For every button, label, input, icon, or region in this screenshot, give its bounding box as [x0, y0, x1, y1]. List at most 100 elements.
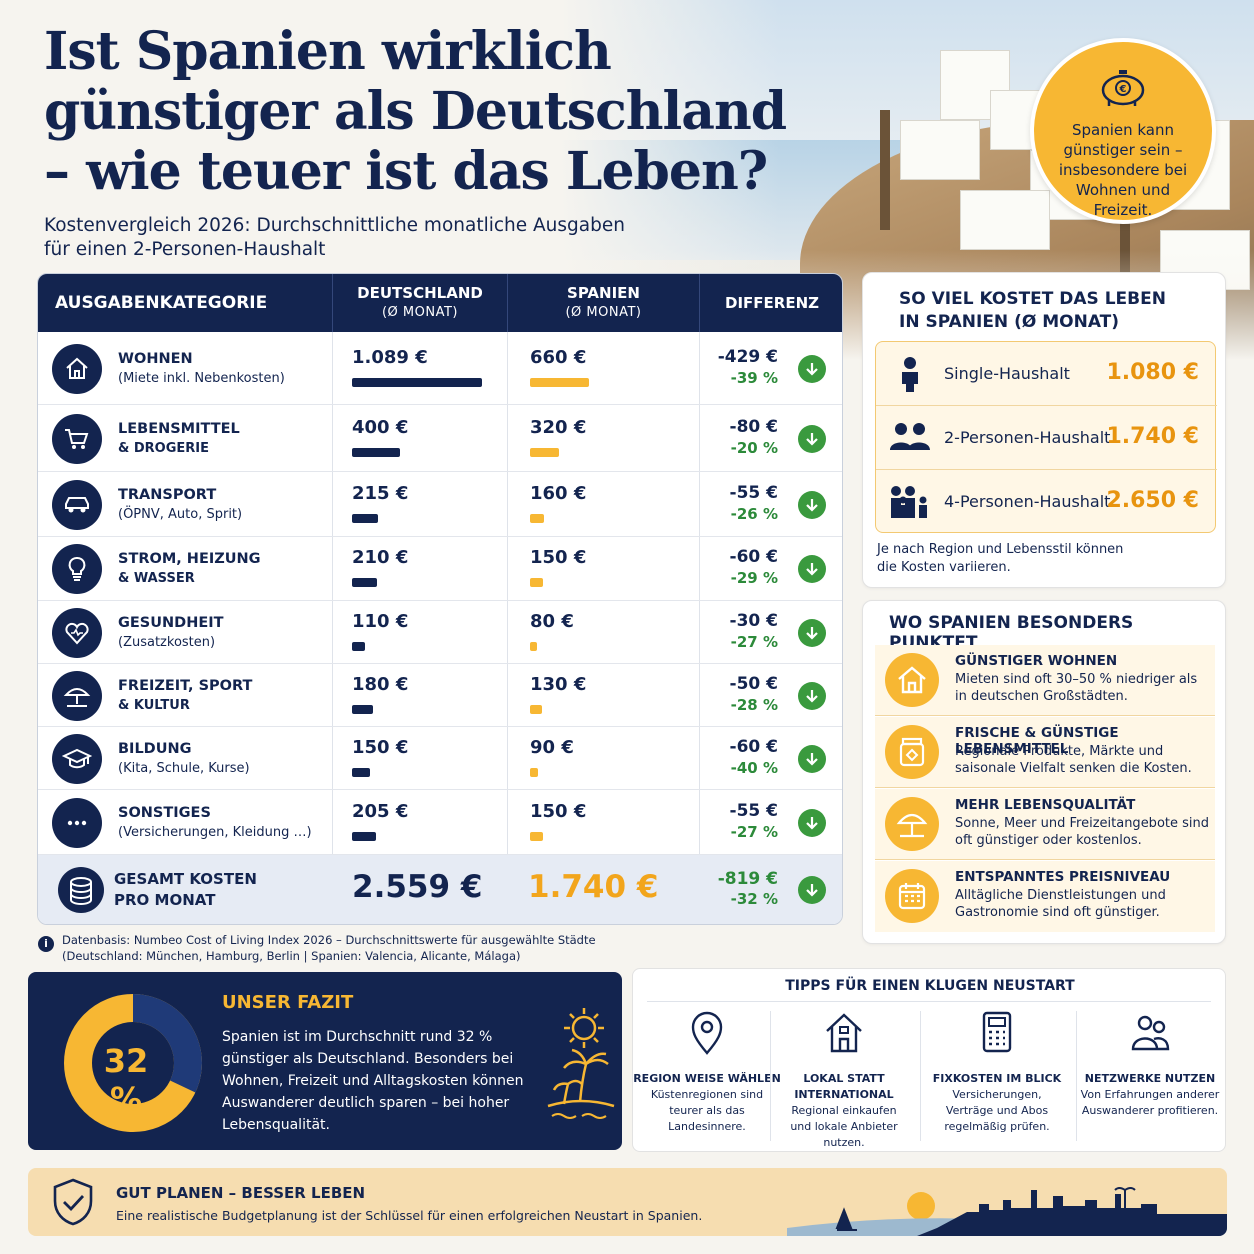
- down-arrow-icon: [798, 354, 826, 383]
- diff-percent: -29 %: [730, 569, 778, 587]
- beach-umbrella-icon: [885, 797, 939, 851]
- diff-amount: -30 €: [729, 610, 778, 631]
- donut-savings-segment: [64, 994, 202, 1132]
- spain-value: 150 €: [530, 547, 587, 568]
- spain-bar: [530, 831, 543, 841]
- diff-amount: -80 €: [729, 416, 778, 437]
- jar-icon: [885, 725, 939, 779]
- germany-value: 180 €: [352, 673, 409, 695]
- diff-percent: -26 %: [730, 504, 778, 523]
- spain-bar: [530, 578, 543, 587]
- diff-amount: -50 €: [729, 673, 778, 694]
- spain-value: 90 €: [530, 736, 574, 758]
- diff-amount: -55 €: [729, 482, 778, 503]
- diff-percent: -27 %: [730, 822, 778, 841]
- more-dots-icon: [52, 797, 102, 848]
- down-arrow-icon: [798, 424, 826, 453]
- spain-value: 150 €: [530, 800, 587, 822]
- germany-value: 400 €: [352, 416, 409, 438]
- down-arrow-icon: [798, 744, 826, 773]
- category-name: TRANSPORT (ÖPNV, Auto, Sprit): [118, 486, 243, 522]
- diff-amount: -55 €: [729, 800, 778, 821]
- advantage-item: ENTSPANNTES PREISNIVEAU Alltägliche Dien…: [875, 861, 1215, 932]
- info-icon: i: [38, 936, 54, 952]
- down-arrow-icon: [798, 618, 826, 647]
- donut-percent-label: 32 %: [103, 1042, 149, 1118]
- two-persons-icon: [890, 423, 930, 450]
- germany-value: 205 €: [352, 800, 409, 822]
- shield-check-icon: [53, 1178, 93, 1226]
- beach-umbrella-icon: [52, 670, 102, 721]
- diff-amount: -60 €: [729, 736, 778, 757]
- down-arrow-icon: [798, 555, 826, 583]
- germany-bar: [352, 641, 365, 651]
- conclusion-title: UNSER FAZIT: [222, 992, 354, 1013]
- network-people-icon: [1131, 1015, 1170, 1051]
- family-icon: [891, 486, 927, 518]
- category-name: SONSTIGES (Versicherungen, Kleidung …): [118, 804, 312, 840]
- header-spain: SPANIEN (Ø MONAT): [507, 274, 699, 332]
- spain-value: 130 €: [530, 673, 587, 695]
- lightbulb-icon: [52, 544, 102, 594]
- graduation-cap-icon: [52, 733, 102, 784]
- germany-bar: [352, 377, 482, 387]
- table-row: SONSTIGES (Versicherungen, Kleidung …) 205…: [38, 790, 842, 855]
- savings-badge: € Spanien kann günstiger sein – insbeson…: [1030, 38, 1216, 224]
- down-arrow-icon: [798, 808, 826, 837]
- germany-bar: [352, 447, 400, 457]
- spain-bar: [530, 704, 542, 714]
- table-row: FREIZEIT, SPORT & KULTUR 180 € 130 € -50 € -2…: [38, 664, 842, 727]
- total-spain: 1.740 €: [528, 869, 659, 905]
- total-diff: -819 €: [717, 869, 778, 889]
- car-icon: [52, 479, 102, 530]
- tips-title: TIPPS FÜR EINEN KLUGEN NEUSTART: [785, 978, 1075, 994]
- category-name: BILDUNG (Kita, Schule, Kurse): [118, 740, 250, 776]
- diff-amount: -429 €: [717, 346, 778, 367]
- svg-text:€: €: [1119, 84, 1127, 95]
- total-row: GESAMT KOSTEN PRO MONAT 2.559 € 1.740 € -…: [38, 855, 842, 924]
- table-row: TRANSPORT (ÖPNV, Auto, Sprit) 215 € 160 € -5…: [38, 472, 842, 537]
- germany-bar: [352, 704, 373, 714]
- cost-comparison-table: AUSGABENKATEGORIE DEUTSCHLAND (Ø MONAT) S…: [37, 273, 843, 925]
- household-costs-panel: SO VIEL KOSTET DAS LEBEN IN SPANIEN (Ø MO…: [862, 272, 1226, 588]
- header-germany: DEUTSCHLAND (Ø MONAT): [332, 274, 507, 332]
- diff-percent: -27 %: [730, 632, 778, 651]
- sun-palm-island-icon: [547, 1008, 615, 1119]
- household-note: Je nach Region und Lebensstil können die…: [877, 542, 1124, 575]
- germany-bar: [352, 578, 377, 587]
- conclusion-text: Spanien ist im Durchschnitt rund 32 % gü…: [222, 1029, 524, 1133]
- advantage-item: MEHR LEBENSQUALITÄT Sonne, Meer und Frei…: [875, 789, 1215, 860]
- category-name: GESUNDHEIT (Zusatzkosten): [118, 614, 224, 650]
- conclusion-box: 32 % UNSER FAZIT Spanien ist im Durchsch…: [28, 972, 622, 1150]
- spain-value: 660 €: [530, 346, 587, 368]
- coins-icon: [58, 867, 104, 913]
- spain-bar: [530, 513, 544, 523]
- tip-item: LOKAL STATT INTERNATIONAL Regional einka…: [770, 1011, 918, 1149]
- single-person-icon: [902, 357, 918, 392]
- advantage-item: GÜNSTIGER WOHNEN Mieten sind oft 30–50 %…: [875, 645, 1215, 716]
- table-row: LEBENSMITTEL & DROGERIE 400 € 320 € -80 € -20…: [38, 405, 842, 472]
- location-pin-icon: [691, 1011, 723, 1055]
- household-list: Single-Haushalt 1.080 € 2-Personen-Haush…: [875, 341, 1217, 533]
- local-shop-icon: [826, 1013, 862, 1053]
- tips-panel: TIPPS FÜR EINEN KLUGEN NEUSTART REGION W…: [632, 968, 1226, 1152]
- page-title: Ist Spanien wirklich günstiger als Deuts…: [44, 21, 787, 202]
- germany-value: 210 €: [352, 547, 409, 568]
- total-germany: 2.559 €: [352, 869, 483, 905]
- diff-percent: -40 %: [730, 758, 778, 777]
- germany-value: 215 €: [352, 482, 409, 504]
- germany-value: 1.089 €: [352, 346, 428, 368]
- household-item-single: Single-Haushalt 1.080 €: [876, 342, 1217, 406]
- heart-icon: [52, 607, 102, 658]
- spain-value: 320 €: [530, 416, 587, 438]
- calculator-icon: [982, 1011, 1012, 1053]
- germany-value: 150 €: [352, 736, 409, 758]
- footer-text: Eine realistische Budgetplanung ist der …: [116, 1208, 703, 1223]
- tip-item: FIXKOSTEN IM BLICK Versicherungen, Vertr…: [923, 1011, 1071, 1149]
- spain-bar: [530, 447, 559, 457]
- house-icon: [885, 653, 939, 707]
- diff-percent: -39 %: [730, 368, 778, 387]
- germany-bar: [352, 513, 378, 523]
- footer-banner: GUT PLANEN – BESSER LEBEN Eine realistis…: [28, 1168, 1227, 1236]
- house-icon: [52, 343, 102, 394]
